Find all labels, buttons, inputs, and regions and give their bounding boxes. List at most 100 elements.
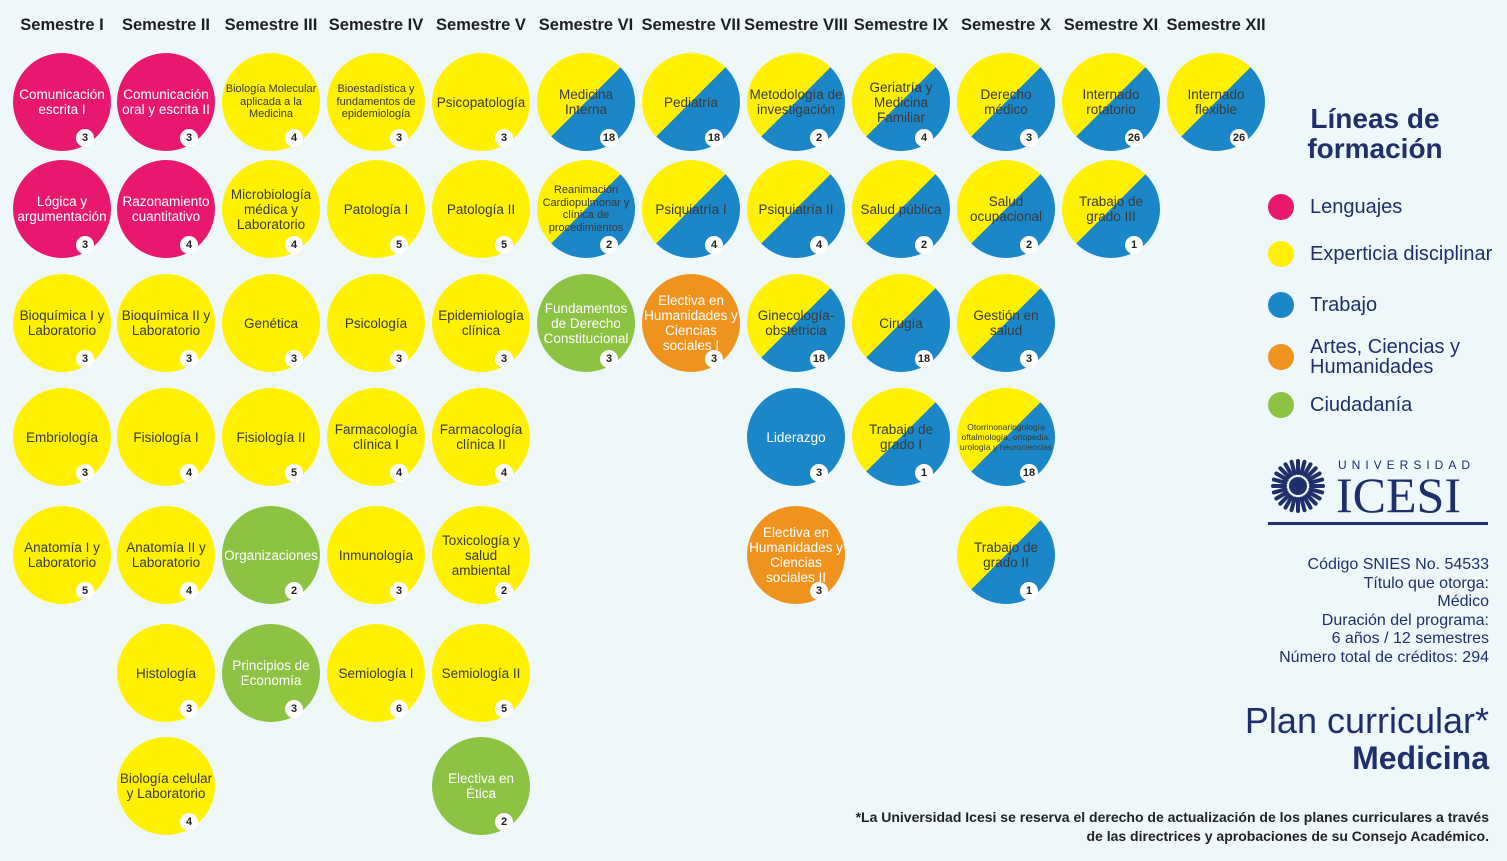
course-name: Trabajo de grado II	[973, 540, 1039, 570]
credit-badge: 3	[285, 350, 303, 368]
course-circle: Lógica y argumentación 3	[13, 160, 111, 258]
course-name: Geriatría y Medicina Familiar	[869, 79, 933, 125]
logo-icesi-text: ICESI	[1336, 467, 1461, 523]
course-name: Bioestadística y fundamentos de epidemio…	[336, 83, 416, 121]
credit-badge: 5	[76, 582, 94, 600]
credit-badge: 5	[495, 236, 513, 254]
credit-badge: 4	[915, 129, 933, 147]
credit-badge: 3	[600, 350, 618, 368]
course-circle: Anatomía I y Laboratorio 5	[13, 506, 111, 604]
course-name: Patología II	[446, 201, 516, 217]
credit-badge: 5	[285, 464, 303, 482]
semester-header: Semestre IV	[328, 16, 424, 34]
course-name: Derecho médico	[980, 87, 1032, 117]
course-circle: Fisiología I 4	[117, 388, 215, 486]
credit-badge: 18	[705, 129, 723, 147]
course-name: Internado flexible	[1187, 87, 1245, 117]
course-circle: Histología 3	[117, 624, 215, 722]
credit-badge: 3	[1020, 350, 1038, 368]
credit-badge: 2	[600, 236, 618, 254]
course-name: Internado rotatorio	[1082, 87, 1140, 117]
semester-header: Semestre IX	[853, 16, 949, 34]
course-name: Ginecología-obstetricia	[757, 308, 835, 338]
course-name: Trabajo de grado III	[1078, 194, 1144, 224]
footnote: *La Universidad Icesi se reserva el dere…	[769, 808, 1489, 846]
course-name: Patología I	[343, 201, 409, 217]
course-circle: Farmacología clínica II 4	[432, 388, 530, 486]
logo-ray	[1278, 493, 1291, 506]
course-name: Farmacología clínica II	[439, 422, 523, 452]
logo-ray	[1302, 495, 1313, 510]
logo-ray	[1309, 484, 1325, 488]
semester-header: Semestre II	[121, 16, 211, 34]
logo-ray	[1271, 477, 1288, 485]
logo-ray	[1307, 490, 1322, 501]
program-name: Medicina	[1352, 740, 1489, 776]
course-name: Fundamentos de Derecho Constitucional	[543, 300, 629, 346]
course-name: Electiva en Humanidades y Ciencias socia…	[749, 525, 843, 585]
course-name: Psiquiatría II	[758, 201, 834, 217]
course-name: Medicina Interna	[558, 87, 614, 117]
program-info: Código SNIES No. 54533 Título que otorga…	[1279, 556, 1489, 667]
course-name: Epidemiología clínica	[438, 308, 524, 338]
footnote-line-1: *La Universidad Icesi se reserva el dere…	[855, 809, 1489, 825]
course-circle: Semiología II 5	[432, 624, 530, 722]
title-label: Título que otorga:	[1363, 574, 1489, 592]
logo-ray	[1289, 496, 1297, 513]
legend-dot	[1268, 194, 1294, 220]
course-name: Reanimación Cardiopulmonar y clínica de …	[542, 184, 630, 234]
credit-badge: 1	[915, 464, 933, 482]
course-circle: Genética 3	[222, 274, 320, 372]
credit-badge: 4	[180, 464, 198, 482]
legend-label: Trabajo	[1310, 294, 1378, 316]
semester-header: Semestre I	[20, 16, 104, 34]
credit-badge: 3	[390, 129, 408, 147]
legend-label: Experticia disciplinar	[1310, 243, 1493, 265]
credit-badge: 18	[600, 129, 618, 147]
course-circle: Principios de Economía 3	[222, 624, 320, 722]
course-circle: Geriatría y Medicina Familiar 4	[852, 53, 950, 151]
credit-badge: 1	[1125, 236, 1143, 254]
course-circle: Medicina Interna 18	[537, 53, 635, 151]
credit-badge: 18	[810, 350, 828, 368]
credit-badge: 2	[1020, 236, 1038, 254]
course-circle: Patología I 5	[327, 160, 425, 258]
course-name: Organizaciones	[224, 547, 318, 563]
course-name: Metodología de investigación	[749, 87, 843, 117]
course-circle: Trabajo de grado III 1	[1062, 160, 1160, 258]
plan-title: Plan curricular*	[1244, 700, 1489, 741]
course-circle: Comunicación escrita I 3	[13, 53, 111, 151]
course-name: Biología celular y Laboratorio	[119, 771, 213, 801]
course-circle: Biología Molecular aplicada a la Medicin…	[222, 53, 320, 151]
duration-label: Duración del programa:	[1321, 611, 1489, 629]
logo-ray	[1278, 466, 1291, 479]
course-name: Comunicación escrita I	[19, 87, 105, 117]
legend-dot	[1268, 344, 1294, 370]
credit-badge: 3	[495, 129, 513, 147]
course-circle: Trabajo de grado II 1	[957, 506, 1055, 604]
legend-label: Lenguajes	[1310, 196, 1403, 218]
course-name: Gestión en salud	[973, 308, 1039, 338]
credit-badge: 4	[705, 236, 723, 254]
course-circle: Electiva en Humanidades y Ciencias socia…	[642, 274, 740, 372]
credit-badge: 4	[390, 464, 408, 482]
credit-badge: 6	[390, 700, 408, 718]
course-name: Genética	[243, 315, 299, 331]
course-name: Histología	[135, 665, 197, 681]
credit-badge: 3	[705, 350, 723, 368]
course-circle: Fundamentos de Derecho Constitucional 3	[537, 274, 635, 372]
course-circle: Patología II 5	[432, 160, 530, 258]
course-circle: Internado flexible 26	[1167, 53, 1265, 151]
legend-item: Trabajo	[1268, 292, 1377, 318]
course-circle: Liderazgo 3	[747, 388, 845, 486]
semester-header: Semestre VIII	[744, 16, 848, 34]
legend-item: Artes, Ciencias y Humanidades	[1268, 337, 1470, 377]
course-circle: Anatomía II y Laboratorio 4	[117, 506, 215, 604]
credit-badge: 4	[810, 236, 828, 254]
logo-ray	[1307, 471, 1322, 482]
course-circle: Salud pública 2	[852, 160, 950, 258]
semester-header: Semestre XII	[1166, 16, 1266, 34]
legend-label: Artes, Ciencias y Humanidades	[1310, 336, 1461, 378]
logo-ray	[1299, 459, 1307, 476]
legend-item: Ciudadanía	[1268, 392, 1412, 418]
